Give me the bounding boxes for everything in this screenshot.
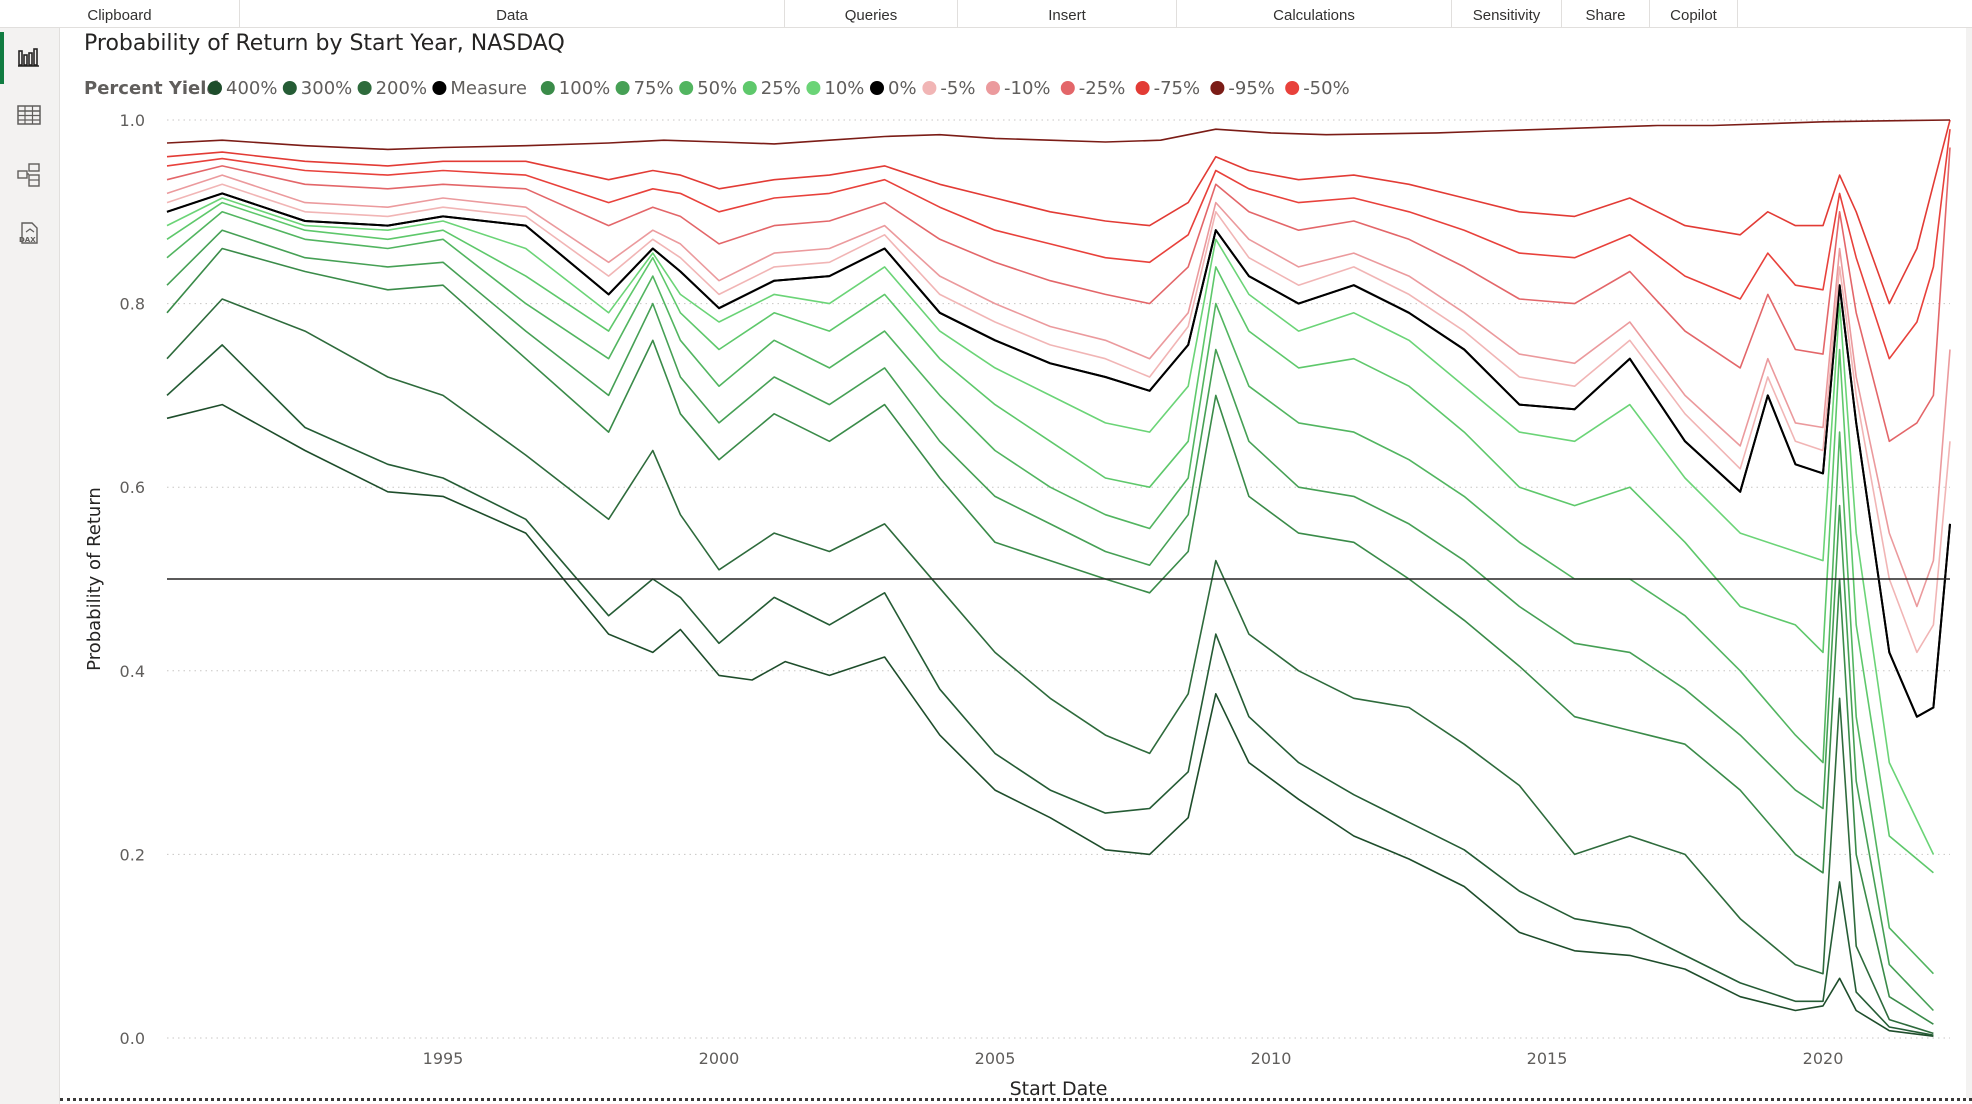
table-view-button[interactable] (0, 86, 60, 142)
y-axis-ticks: 0.0 0.2 0.4 0.6 0.8 1.0 (120, 111, 145, 1048)
legend-item-label[interactable]: -95% (1228, 78, 1275, 99)
legend-marker (806, 81, 821, 95)
page-tabs-separator (60, 1098, 1972, 1101)
bar-chart-icon (18, 48, 39, 67)
table-grid-icon (17, 105, 41, 125)
y-tick-label: 0.2 (120, 845, 145, 864)
legend-marker (1210, 81, 1225, 95)
legend-marker (1285, 81, 1300, 95)
x-tick-label: 2010 (1251, 1049, 1292, 1068)
legend-item-label[interactable]: 200% (376, 78, 427, 99)
series-line-75pct (166, 229, 1934, 1012)
dax-query-view-button[interactable]: DAX (0, 204, 60, 260)
legend-item-label[interactable]: Measure (450, 78, 527, 99)
chart-legend[interactable]: 400% 300% 200% Measure 100% 75% 50% 25% 10% 0% -5%… (208, 78, 1350, 99)
ribbon-group-data[interactable]: Data (240, 0, 785, 28)
y-axis-label: Probability of Return (84, 487, 105, 671)
legend-item-label[interactable]: -50% (1303, 78, 1350, 99)
series-line-0pct (166, 192, 1951, 718)
series-line-neg50pct (166, 129, 1951, 360)
series-line-200pct (166, 298, 1934, 1035)
legend-item-label[interactable]: -10% (1004, 78, 1051, 99)
x-tick-label: 1995 (423, 1049, 464, 1068)
series-line-300pct (166, 344, 1934, 1036)
series-line-neg5pct (166, 183, 1951, 654)
chart-title: Probability of Return by Start Year, NAS… (84, 31, 565, 56)
legend-marker (986, 81, 1000, 95)
legend-item-label[interactable]: 0% (888, 78, 917, 99)
legend-marker (615, 81, 630, 95)
legend-marker (432, 81, 447, 95)
ribbon-group-queries[interactable]: Queries (785, 0, 958, 28)
legend-item-label[interactable]: 300% (301, 78, 352, 99)
legend-marker (679, 81, 694, 95)
y-tick-label: 0.4 (120, 662, 145, 681)
dax-icon: DAX (19, 222, 38, 244)
model-diagram-icon (17, 163, 40, 187)
series-line-10pct (166, 197, 1935, 855)
legend-marker (208, 81, 222, 95)
report-canvas: 0.0 0.2 0.4 0.6 0.8 1.0 1995 2000 2005 2010 2015 2… (60, 28, 1972, 1104)
x-tick-label: 2000 (699, 1049, 740, 1068)
y-tick-label: 1.0 (120, 111, 145, 130)
x-tick-label: 2015 (1527, 1049, 1568, 1068)
series-line-neg75pct (166, 119, 1951, 305)
ribbon-group-share[interactable]: Share (1562, 0, 1650, 28)
line-chart-visual[interactable]: 0.0 0.2 0.4 0.6 0.8 1.0 1995 2000 2005 2010 2015 2… (60, 28, 1972, 1100)
series-line-25pct (166, 201, 1934, 874)
legend-marker (1135, 81, 1150, 95)
y-tick-label: 0.6 (120, 478, 145, 497)
series-line-neg25pct (166, 147, 1951, 443)
legend-title: Percent Yield (84, 78, 219, 99)
legend-item-label[interactable]: -75% (1154, 78, 1201, 99)
legend-item-label[interactable]: -25% (1079, 78, 1126, 99)
series-line-100pct (166, 247, 1934, 1025)
model-view-button[interactable] (0, 146, 60, 202)
legend-item-label[interactable]: 400% (226, 78, 277, 99)
x-tick-label: 2005 (975, 1049, 1016, 1068)
legend-item-label[interactable]: 25% (761, 78, 801, 99)
series-line-50pct (166, 211, 1934, 975)
legend-marker (1060, 81, 1075, 95)
view-sidebar: DAX (0, 28, 60, 1104)
ribbon-group-copilot[interactable]: Copilot (1650, 0, 1738, 28)
legend-marker (357, 81, 372, 95)
legend-marker (282, 81, 297, 95)
series-line-neg10pct (166, 174, 1951, 608)
series-line-Measure (166, 192, 1951, 718)
series-line-400pct (166, 403, 1934, 1037)
ribbon-group-insert[interactable]: Insert (958, 0, 1177, 28)
legend-marker (742, 81, 757, 95)
ribbon: Clipboard Data Queries Insert Calculatio… (0, 0, 1972, 28)
chart-series-lines (166, 119, 1951, 1037)
ribbon-group-sensitivity[interactable]: Sensitivity (1452, 0, 1562, 28)
legend-item-label[interactable]: 50% (697, 78, 737, 99)
legend-marker (540, 81, 555, 95)
x-tick-label: 2020 (1803, 1049, 1844, 1068)
y-tick-label: 0.8 (120, 295, 145, 314)
legend-item-label[interactable]: 100% (559, 78, 610, 99)
svg-text:DAX: DAX (19, 236, 36, 244)
ribbon-group-calculations[interactable]: Calculations (1177, 0, 1452, 28)
x-axis-label: Start Date (1010, 1078, 1108, 1098)
legend-marker (922, 81, 937, 95)
pane-edge (1966, 28, 1972, 1098)
legend-item-label[interactable]: 10% (824, 78, 864, 99)
legend-marker (870, 81, 884, 95)
series-line-neg95pct (166, 119, 1951, 151)
y-tick-label: 0.0 (120, 1029, 145, 1048)
ribbon-group-clipboard[interactable]: Clipboard (0, 0, 240, 28)
report-view-button[interactable] (0, 28, 60, 84)
legend-item-label[interactable]: -5% (940, 78, 975, 99)
legend-item-label[interactable]: 75% (634, 78, 674, 99)
x-axis-ticks: 1995 2000 2005 2010 2015 2020 (423, 1049, 1844, 1068)
